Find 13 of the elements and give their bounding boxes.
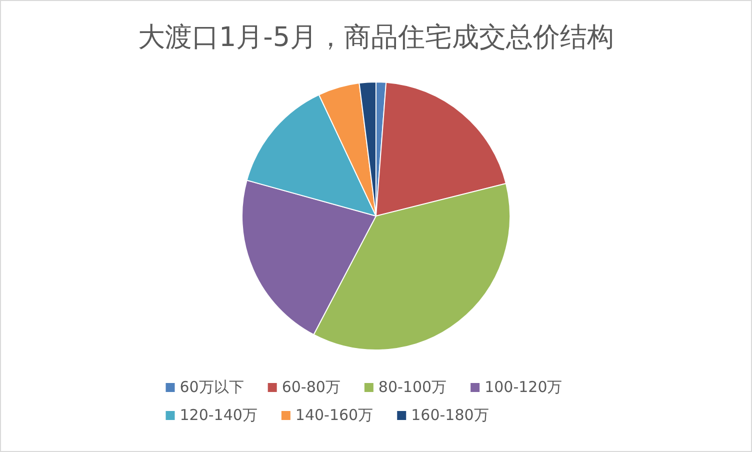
legend-label: 60-80万 [282,378,340,396]
legend-label: 60万以下 [180,378,244,396]
pie-slice [376,82,506,216]
legend-label: 140-160万 [295,406,374,424]
legend-label: 120-140万 [180,406,258,424]
pie-slice [313,182,510,350]
legend-label: 160-180万 [411,406,489,424]
legend-label: 100-120万 [484,378,562,396]
chart-title: 大渡口1月-5月，商品住宅成交总价结构 [138,22,614,53]
pie-slice [242,180,376,336]
legend-label: 80-100万 [378,378,447,396]
pie-slice [318,82,376,216]
pie-slice [246,94,376,216]
